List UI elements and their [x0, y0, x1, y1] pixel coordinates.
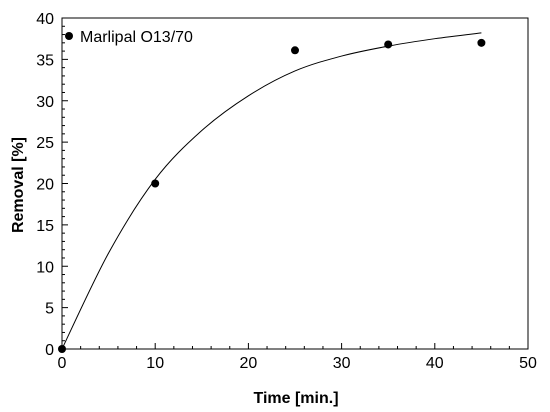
x-tick-label: 30	[333, 355, 351, 372]
y-tick-label: 25	[36, 135, 54, 152]
legend-label: Marlipal O13/70	[80, 29, 193, 46]
ticks	[61, 17, 529, 350]
y-tick-label: 0	[45, 342, 54, 359]
data-points	[58, 38, 486, 353]
data-point	[58, 345, 66, 353]
data-point	[291, 46, 299, 55]
y-tick-label: 40	[36, 11, 54, 28]
y-tick-label: 20	[36, 177, 54, 194]
plot-frame	[61, 17, 529, 350]
y-tick-label: 5	[45, 301, 54, 318]
y-axis-title: Removal [%]	[10, 137, 27, 233]
x-tick-label: 0	[58, 355, 67, 372]
data-point	[384, 40, 393, 49]
y-tick-label: 15	[36, 218, 54, 235]
data-point	[151, 179, 160, 188]
x-tick-label: 20	[240, 355, 258, 372]
x-tick-label: 10	[146, 355, 164, 372]
tick-labels: 0 10 20 30 40 50 0 5 10 15 20 25 30 35 40	[36, 11, 537, 372]
legend: Marlipal O13/70	[65, 29, 193, 46]
x-axis-title: Time [min.]	[253, 390, 338, 407]
fit-curve	[61, 32, 482, 350]
y-tick-label: 10	[36, 259, 54, 276]
data-point	[477, 38, 486, 47]
x-tick-label: 50	[519, 355, 537, 372]
y-tick-label: 30	[36, 94, 54, 111]
legend-marker	[65, 32, 73, 40]
y-tick-label: 35	[36, 52, 54, 69]
x-tick-label: 40	[426, 355, 444, 372]
